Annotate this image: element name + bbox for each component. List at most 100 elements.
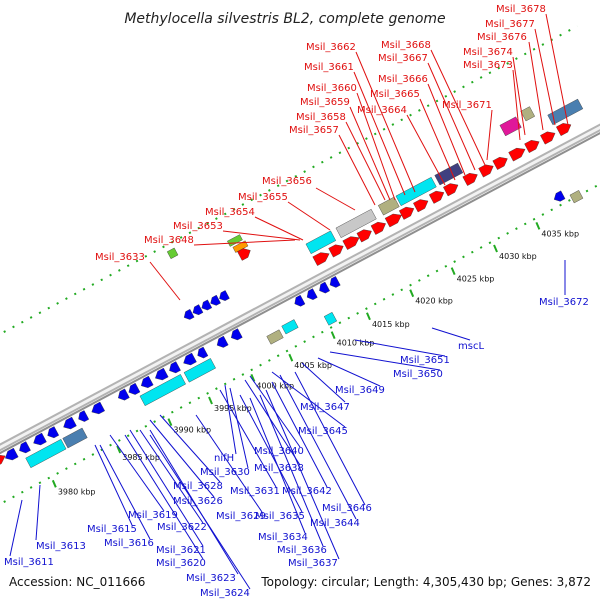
reverse-gene-leader [139,429,204,524]
forward-gene-leader [427,83,466,176]
reverse-gene-leader [301,362,346,403]
reverse-gene [183,352,197,366]
forward-gene-leader [315,187,356,211]
reverse-gene-leader [149,419,215,498]
forward-gene [237,248,251,261]
reverse-gene-label: Msil_3628 [173,481,223,492]
reverse-gene-leader [129,429,204,547]
gene-box [335,208,377,238]
reverse-gene-leader [224,384,237,455]
axis-tick-mark [288,353,294,362]
forward-gene-label: Msil_3678 [496,4,546,15]
forward-gene-leader [353,71,406,196]
axis-tick-mark [250,374,256,382]
reverse-gene-label: Msil_3644 [310,518,360,529]
axis-tick-mark [409,289,415,298]
axis-tick-mark [51,479,57,488]
gene-box [266,329,284,345]
reverse-gene [33,432,47,446]
forward-gene-label: Msil_3667 [378,53,428,64]
reverse-gene-label: Msil_3636 [277,545,327,556]
gene-box [183,358,216,383]
reverse-gene-leader [317,357,381,387]
forward-gene-leader [486,109,493,161]
reverse-gene [63,416,77,430]
reverse-gene-label: Msil_3629 [216,511,266,522]
reverse-gene-leader [229,387,249,469]
forward-gene-label: Msil_3662 [306,42,356,53]
reverse-gene [169,361,181,374]
forward-gene [384,213,402,228]
forward-gene [413,199,429,213]
forward-gene-label: Msil_3658 [296,112,346,123]
forward-gene-label: Msil_3671 [442,100,492,111]
reverse-gene-leader [431,327,471,341]
reverse-gene-label: Msil_3642 [282,486,332,497]
forward-gene [342,236,360,250]
reverse-gene-leader [159,414,221,483]
forward-gene-label: Msil_3657 [289,125,339,136]
axis-tick-label: 4005 kbp [294,361,332,370]
forward-gene-leader [193,239,296,246]
reverse-gene-label: mscL [458,341,484,352]
forward-gene-label: Msil_3664 [357,105,407,116]
axis-tick-label: 4015 kbp [372,320,410,329]
axis-tick-mark [366,312,371,321]
reverse-gene-label: Msil_3640 [254,446,304,457]
axis-tick-label: 4000 kbp [256,381,294,390]
forward-gene-label: Msil_3668 [381,40,431,51]
reverse-gene-label: Msil_3649 [335,385,385,396]
reverse-gene [294,294,306,307]
forward-gene-leader [427,62,476,171]
forward-gene-label: Msil_3665 [370,89,420,100]
reverse-gene [201,299,213,311]
forward-gene-label: Msil_3659 [300,97,350,108]
reverse-gene-leader [354,339,446,357]
reverse-gene-label: Msil_3635 [255,511,305,522]
axis-tick-mark [493,244,498,253]
gene-box [166,247,179,260]
reverse-gene [210,294,221,306]
forward-gene-leader [355,51,416,193]
forward-gene-label: Msil_3648 [144,235,194,246]
reverse-gene [128,382,141,395]
reverse-gene-label: Msil_3645 [298,426,348,437]
reverse-gene-leader [244,379,301,466]
reverse-gene-label: Msil_3616 [104,538,154,549]
forward-gene-leader [430,49,486,166]
reverse-gene-label: Msil_3637 [288,558,338,569]
reverse-gene-label: Msil_3672 [539,297,589,308]
forward-gene [555,123,572,137]
axis-tick-mark [116,445,122,454]
forward-gene-leader [512,56,526,136]
axis-tick-label: 4020 kbp [415,297,453,306]
genome-summary-text: Topology: circular; Length: 4,305,430 bp… [260,575,591,589]
gene-box [25,438,67,469]
forward-gene-leader [534,28,556,126]
reverse-gene-label: Msil_3615 [87,524,137,535]
forward-gene-leader [287,201,331,231]
reverse-gene [140,375,154,389]
genome-axis-highlight [0,125,600,450]
gene-box [139,374,186,407]
forward-gene-leader [349,106,391,201]
reverse-gene-label: Msil_3622 [157,522,207,533]
forward-gene-label: Msil_3633 [95,252,145,263]
reverse-gene-leader [99,444,151,540]
gene-box [377,196,400,216]
gene-box [305,230,337,255]
forward-gene [312,252,330,266]
reverse-gene-leader [271,381,328,488]
reverse-gene-label: Msil_3619 [128,510,178,521]
reverse-gene-label: Msil_3651 [400,355,450,366]
forward-gene-label: Msil_3661 [304,62,354,73]
axis-tick-label: 4010 kbp [337,339,375,348]
forward-gene [328,244,344,258]
forward-gene [540,131,556,145]
reverse-gene-label: Msil_3620 [156,558,206,569]
axis-tick-label: 3980 kbp [58,487,96,496]
reverse-gene [118,388,130,401]
forward-gene-label: Msil_3673 [463,60,513,71]
